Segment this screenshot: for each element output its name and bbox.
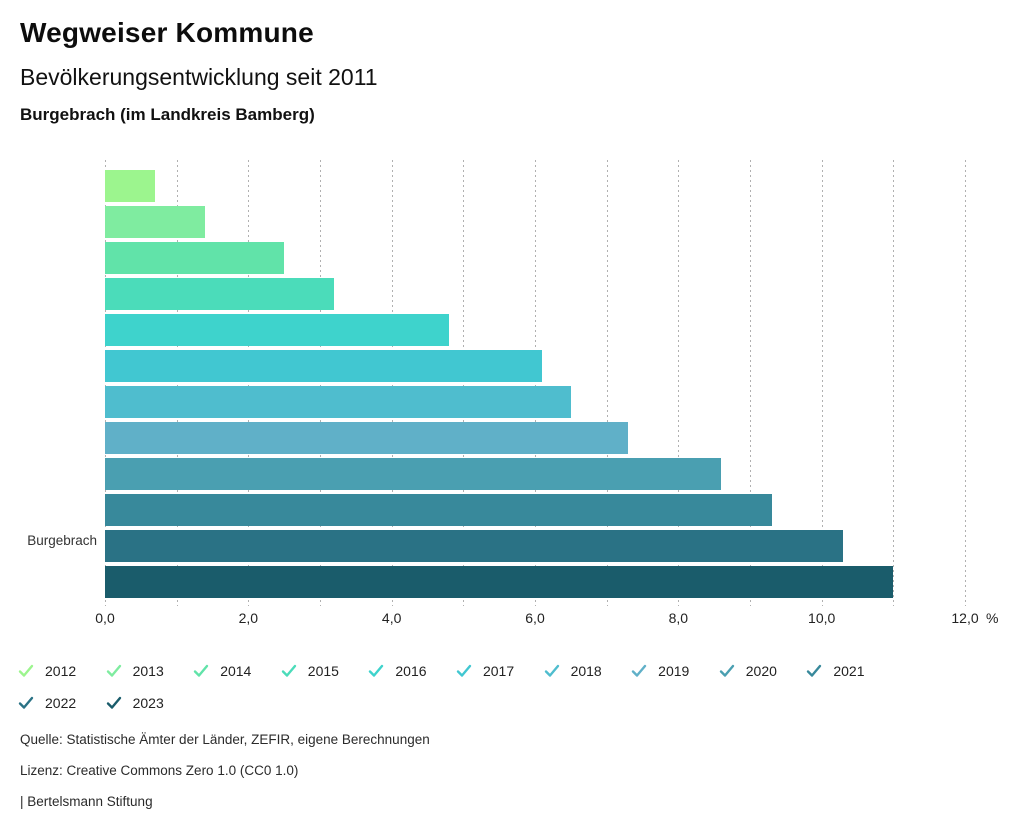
x-tick-label: 2,0: [238, 610, 259, 626]
y-category-label: Burgebrach: [27, 533, 97, 548]
legend-year-label: 2018: [570, 663, 602, 679]
x-tick-label: 8,0: [668, 610, 689, 626]
legend-item-2019[interactable]: 2019: [631, 655, 719, 687]
legend-item-2021[interactable]: 2021: [806, 655, 894, 687]
gridline: [463, 160, 465, 606]
legend-item-2014[interactable]: 2014: [193, 655, 281, 687]
bar-2023[interactable]: [105, 566, 894, 598]
checkmark-icon: [18, 664, 34, 678]
bar-2012[interactable]: [105, 170, 156, 202]
legend-year-label: 2020: [745, 663, 777, 679]
x-tick-label: 4,0: [381, 610, 402, 626]
legend-item-2013[interactable]: 2013: [106, 655, 194, 687]
chart-footer: Quelle: Statistische Ämter der Länder, Z…: [20, 733, 430, 826]
gridline: [965, 160, 966, 606]
license-note: Lizenz: Creative Commons Zero 1.0 (CC0 1…: [20, 763, 299, 778]
checkmark-icon: [18, 696, 34, 710]
checkmark-icon: [368, 664, 384, 678]
chart-header: Wegweiser Kommune Bevölkerungsentwicklun…: [20, 16, 378, 125]
legend: 2012 2013 2014 2015 2016 2017 2018 2019 2020 2021…: [18, 655, 898, 719]
checkmark-icon: [806, 664, 822, 678]
legend-item-2015[interactable]: 2015: [281, 655, 369, 687]
legend-year-label: 2013: [132, 663, 164, 679]
app-title: Wegweiser Kommune: [20, 17, 314, 48]
legend-year-label: 2019: [658, 663, 690, 679]
x-tick-label: 0,0: [95, 610, 115, 626]
x-axis-unit-label: %: [986, 610, 999, 626]
legend-year-label: 2016: [395, 663, 427, 679]
checkmark-icon: [106, 696, 122, 710]
legend-year-label: 2017: [482, 663, 515, 679]
gridline: [391, 160, 393, 606]
legend-year-label: 2023: [132, 695, 164, 711]
checkmark-icon: [193, 664, 209, 678]
checkmark-icon: [631, 664, 647, 678]
bar-2014[interactable]: [105, 242, 285, 274]
legend-item-2016[interactable]: 2016: [368, 655, 456, 687]
legend-year-label: 2021: [833, 663, 865, 679]
source-note: Quelle: Statistische Ämter der Länder, Z…: [20, 732, 430, 747]
bar-2018[interactable]: [105, 386, 571, 418]
gridline: [105, 160, 106, 606]
bar-2022[interactable]: [105, 530, 844, 562]
bar-2015[interactable]: [105, 278, 335, 310]
legend-item-2023[interactable]: 2023: [106, 687, 194, 719]
chart-title: Bevölkerungsentwicklung seit 2011: [20, 64, 378, 90]
legend-year-label: 2015: [307, 663, 339, 679]
x-tick-label: 6,0: [525, 610, 545, 626]
legend-year-label: 2012: [45, 663, 77, 679]
bar-2020[interactable]: [105, 458, 722, 490]
gridline: [606, 160, 608, 606]
x-tick-label: 10,0: [808, 610, 836, 626]
gridline: [535, 160, 536, 606]
bar-2019[interactable]: [105, 422, 629, 454]
attribution-note: | Bertelsmann Stiftung: [20, 794, 153, 809]
checkmark-icon: [456, 664, 472, 678]
gridline: [320, 160, 321, 606]
legend-item-2018[interactable]: 2018: [544, 655, 632, 687]
checkmark-icon: [719, 664, 735, 678]
legend-item-2017[interactable]: 2017: [456, 655, 544, 687]
checkmark-icon: [281, 664, 297, 678]
x-tick-label: 12,0: [951, 610, 979, 626]
legend-year-label: 2014: [220, 663, 252, 679]
plot-area: [105, 160, 966, 606]
gridline: [893, 160, 895, 606]
gridline: [750, 160, 751, 606]
bar-2013[interactable]: [105, 206, 206, 238]
bar-2017[interactable]: [105, 350, 543, 382]
population-bar-chart: Burgebrach 0,0 2,0 4,0 6,0 8,0 10,0 12,0 %: [0, 160, 1024, 635]
bar-2021[interactable]: [105, 494, 772, 526]
legend-item-2020[interactable]: 2020: [719, 655, 807, 687]
gridline: [821, 160, 823, 606]
gridline: [176, 160, 178, 606]
legend-item-2022[interactable]: 2022: [18, 687, 106, 719]
bar-2016[interactable]: [105, 314, 449, 346]
legend-item-2012[interactable]: 2012: [18, 655, 106, 687]
checkmark-icon: [544, 664, 560, 678]
checkmark-icon: [106, 664, 122, 678]
legend-year-label: 2022: [45, 695, 77, 711]
gridline: [678, 160, 680, 606]
gridline: [248, 160, 250, 606]
chart-region-subtitle: Burgebrach (im Landkreis Bamberg): [20, 105, 315, 124]
